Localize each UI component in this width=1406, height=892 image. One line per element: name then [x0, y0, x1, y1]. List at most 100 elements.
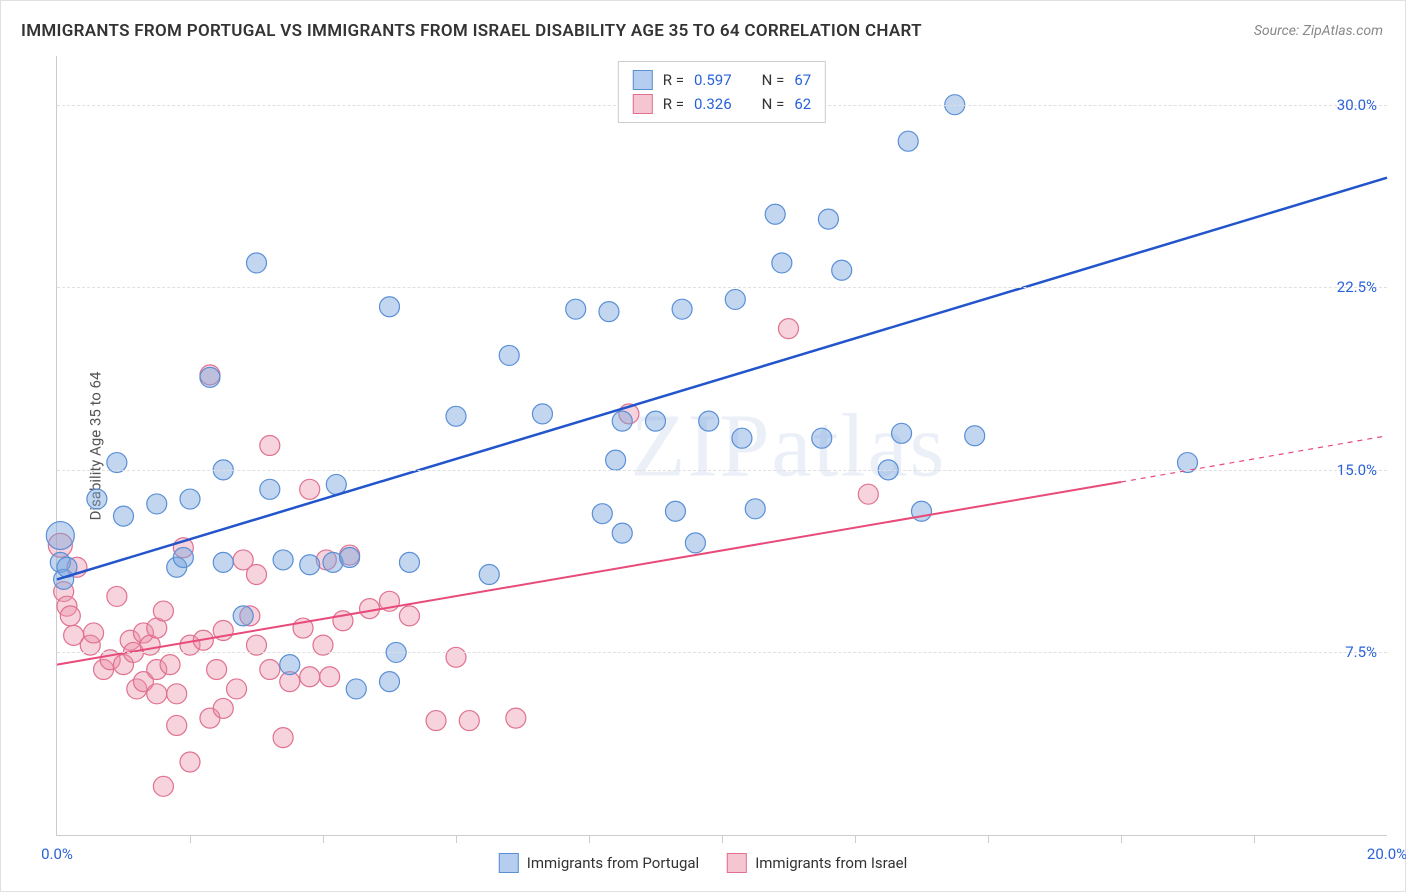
scatter-point: [699, 411, 719, 431]
scatter-point: [672, 299, 692, 319]
scatter-point: [326, 474, 346, 494]
scatter-point: [107, 586, 127, 606]
scatter-point: [247, 253, 267, 273]
scatter-point: [260, 479, 280, 499]
scatter-point: [153, 601, 173, 621]
scatter-point: [114, 506, 134, 526]
scatter-point: [426, 711, 446, 731]
scatter-point: [233, 606, 253, 626]
scatter-point: [273, 550, 293, 570]
scatter-point: [399, 606, 419, 626]
scatter-point: [213, 698, 233, 718]
chart-container: IMMIGRANTS FROM PORTUGAL VS IMMIGRANTS F…: [0, 0, 1406, 892]
x-tick-label-max: 20.0%: [1367, 845, 1406, 863]
scatter-point: [46, 522, 74, 550]
x-tick-label-min: 0.0%: [41, 845, 73, 863]
scatter-point: [360, 599, 380, 619]
y-tick-label: 7.5%: [1345, 643, 1377, 661]
r-label: R =: [663, 71, 684, 89]
scatter-point: [965, 426, 985, 446]
scatter-point: [612, 411, 632, 431]
scatter-point: [300, 555, 320, 575]
scatter-point: [280, 655, 300, 675]
scatter-point: [227, 679, 247, 699]
scatter-point: [160, 655, 180, 675]
scatter-point: [532, 404, 552, 424]
scatter-point: [213, 552, 233, 572]
gridline: [57, 287, 1387, 288]
source-name: ZipAtlas.com: [1303, 23, 1383, 39]
scatter-point: [260, 659, 280, 679]
scatter-point: [300, 479, 320, 499]
n-label: N =: [762, 95, 785, 113]
scatter-point: [399, 552, 419, 572]
scatter-point: [200, 367, 220, 387]
scatter-point: [446, 406, 466, 426]
scatter-point: [446, 647, 466, 667]
scatter-point: [459, 711, 479, 731]
source-attribution: Source: ZipAtlas.com: [1254, 23, 1383, 39]
n-value-portugal: 67: [794, 71, 811, 89]
scatter-point: [247, 565, 267, 585]
scatter-point: [818, 209, 838, 229]
scatter-point: [832, 260, 852, 280]
legend-item-israel: Immigrants from Israel: [727, 853, 907, 873]
scatter-point: [665, 501, 685, 521]
scatter-point: [479, 565, 499, 585]
scatter-point: [147, 684, 167, 704]
scatter-point: [566, 299, 586, 319]
scatter-point: [346, 679, 366, 699]
scatter-point: [180, 489, 200, 509]
scatter-point: [732, 428, 752, 448]
source-prefix: Source:: [1254, 23, 1303, 39]
x-tick: [855, 835, 856, 843]
scatter-point: [147, 494, 167, 514]
scatter-point: [612, 523, 632, 543]
scatter-point: [380, 672, 400, 692]
scatter-point: [506, 708, 526, 728]
swatch-portugal: [633, 70, 653, 90]
swatch-portugal: [499, 853, 519, 873]
r-value-portugal: 0.597: [694, 71, 732, 89]
scatter-point: [320, 667, 340, 687]
scatter-point: [685, 533, 705, 553]
scatter-point: [745, 499, 765, 519]
scatter-point: [153, 776, 173, 796]
scatter-point: [898, 131, 918, 151]
legend-stats: R = 0.597 N = 67 R = 0.326 N = 62: [618, 61, 826, 123]
scatter-point: [858, 484, 878, 504]
scatter-point: [300, 667, 320, 687]
scatter-point: [892, 423, 912, 443]
gridline: [57, 652, 1387, 653]
trend-line-israel: [57, 482, 1121, 665]
y-tick-label: 15.0%: [1337, 461, 1377, 479]
scatter-point: [499, 345, 519, 365]
swatch-israel: [633, 94, 653, 114]
scatter-point: [167, 684, 187, 704]
y-tick-label: 30.0%: [1337, 96, 1377, 114]
scatter-point: [606, 450, 626, 470]
legend-label-israel: Immigrants from Israel: [755, 854, 907, 872]
scatter-point: [772, 253, 792, 273]
scatter-point: [260, 436, 280, 456]
scatter-point: [765, 204, 785, 224]
scatter-point: [646, 411, 666, 431]
n-label: N =: [762, 71, 785, 89]
scatter-point: [725, 289, 745, 309]
n-value-israel: 62: [794, 95, 811, 113]
trend-line-portugal: [57, 178, 1387, 580]
x-tick: [589, 835, 590, 843]
y-tick-label: 22.5%: [1337, 278, 1377, 296]
scatter-point: [812, 428, 832, 448]
scatter-point: [273, 728, 293, 748]
legend-item-portugal: Immigrants from Portugal: [499, 853, 699, 873]
x-tick: [722, 835, 723, 843]
plot-area: ZIPatlas R = 0.597 N = 67 R = 0.326 N = …: [56, 56, 1387, 836]
r-value-israel: 0.326: [694, 95, 732, 113]
scatter-point: [207, 659, 227, 679]
x-tick: [1121, 835, 1122, 843]
x-tick: [988, 835, 989, 843]
x-tick: [1254, 835, 1255, 843]
scatter-point: [779, 319, 799, 339]
x-tick: [456, 835, 457, 843]
